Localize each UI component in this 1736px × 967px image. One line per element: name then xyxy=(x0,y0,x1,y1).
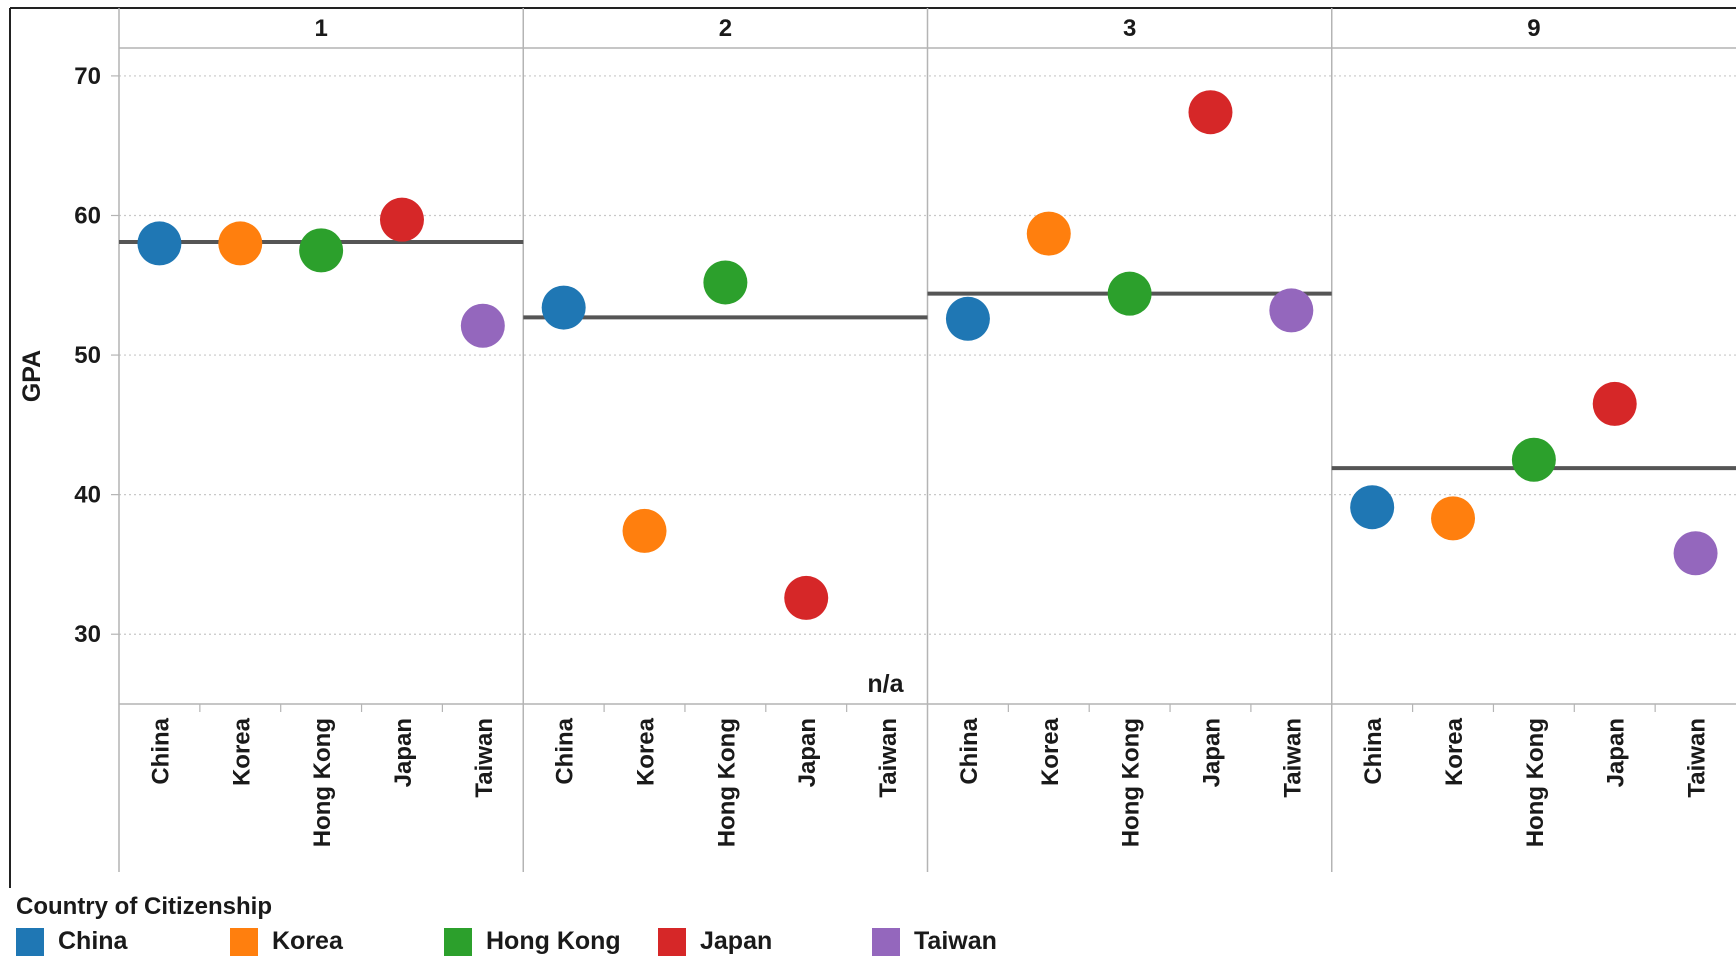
y-axis-title: GPA xyxy=(18,350,46,402)
y-tick-label: 60 xyxy=(74,202,101,229)
faceted-scatter-chart: 1 2 3 9 30 40 50 60 70 GPA China Korea Hong Kong Ja… xyxy=(9,7,1736,888)
data-point-china xyxy=(137,221,182,266)
x-category-label: Korea xyxy=(633,717,660,786)
x-category-label: Japan xyxy=(390,718,417,787)
data-point-china xyxy=(1350,485,1395,530)
y-tick-label: 40 xyxy=(74,482,101,509)
data-point-korea xyxy=(1026,211,1071,256)
data-point-hong-kong xyxy=(299,228,344,273)
data-point-taiwan xyxy=(1673,531,1718,576)
data-point-hong-kong xyxy=(703,260,748,305)
y-axis: 30 40 50 60 70 GPA xyxy=(18,63,119,648)
data-point-taiwan xyxy=(460,303,505,348)
x-category-label: Hong Kong xyxy=(1118,718,1145,847)
x-category-label: Korea xyxy=(1037,717,1064,786)
legend-swatch xyxy=(658,927,686,956)
legend-item: China xyxy=(16,927,127,956)
x-category-label: China xyxy=(956,717,983,784)
data-point-hong-kong xyxy=(1107,271,1152,316)
x-category-label: China xyxy=(1360,717,1387,784)
legend-label: Taiwan xyxy=(914,927,997,955)
legend-swatch xyxy=(16,927,44,956)
x-category-label: Hong Kong xyxy=(309,718,336,847)
x-axis-labels: China Korea Hong Kong Japan Taiwan China Korea… xyxy=(147,704,1711,847)
x-category-label: Korea xyxy=(1441,717,1468,786)
legend-item: Japan xyxy=(658,927,772,956)
legend-swatch xyxy=(230,927,258,956)
legend-swatch xyxy=(872,927,900,956)
y-tick-label: 50 xyxy=(74,342,101,369)
x-category-label: Hong Kong xyxy=(1522,718,1549,847)
data-marks: n/a xyxy=(119,90,1736,698)
data-point-korea xyxy=(1431,496,1476,541)
data-point-china xyxy=(945,296,990,341)
x-category-label: China xyxy=(552,717,579,784)
legend: Country of Citizenship China Korea Hong Ko… xyxy=(16,893,1716,967)
panel-header-label: 9 xyxy=(1527,15,1540,42)
data-point-japan xyxy=(1592,381,1637,426)
legend-item: Taiwan xyxy=(872,927,997,956)
y-tick-label: 70 xyxy=(74,63,101,90)
x-category-label: Korea xyxy=(228,717,255,786)
x-category-label: Taiwan xyxy=(1684,718,1711,798)
x-category-label: Japan xyxy=(1603,718,1630,787)
x-category-label: Hong Kong xyxy=(713,718,740,847)
x-category-label: China xyxy=(147,717,174,784)
panel-note: n/a xyxy=(867,670,904,698)
panel-headers: 1 2 3 9 xyxy=(314,15,1540,42)
data-point-japan xyxy=(1188,90,1233,135)
legend-item: Korea xyxy=(230,927,343,956)
panel-header-label: 3 xyxy=(1123,15,1136,42)
legend-label: Hong Kong xyxy=(486,927,621,955)
data-point-hong-kong xyxy=(1511,437,1556,482)
panel-structure xyxy=(9,7,1736,888)
panel-header-label: 1 xyxy=(314,15,327,42)
data-point-japan xyxy=(379,197,424,242)
legend-label: China xyxy=(58,927,128,955)
data-point-japan xyxy=(784,575,829,620)
legend-title: Country of Citizenship xyxy=(16,893,272,920)
legend-swatch xyxy=(444,927,472,956)
data-point-korea xyxy=(218,221,263,266)
legend-item: Hong Kong xyxy=(444,927,621,956)
legend-label: Korea xyxy=(272,927,343,955)
x-category-label: Taiwan xyxy=(875,718,902,798)
data-point-korea xyxy=(622,508,667,553)
y-tick-label: 30 xyxy=(74,621,101,648)
legend-items: China Korea Hong Kong Japan Taiwan xyxy=(16,927,1716,961)
x-category-label: Japan xyxy=(1198,718,1225,787)
panel-header-label: 2 xyxy=(719,15,732,42)
x-category-label: Japan xyxy=(794,718,821,787)
legend-label: Japan xyxy=(700,927,773,955)
x-category-label: Taiwan xyxy=(471,718,498,798)
data-point-china xyxy=(541,285,586,330)
data-point-taiwan xyxy=(1269,288,1314,333)
x-category-label: Taiwan xyxy=(1279,718,1306,798)
